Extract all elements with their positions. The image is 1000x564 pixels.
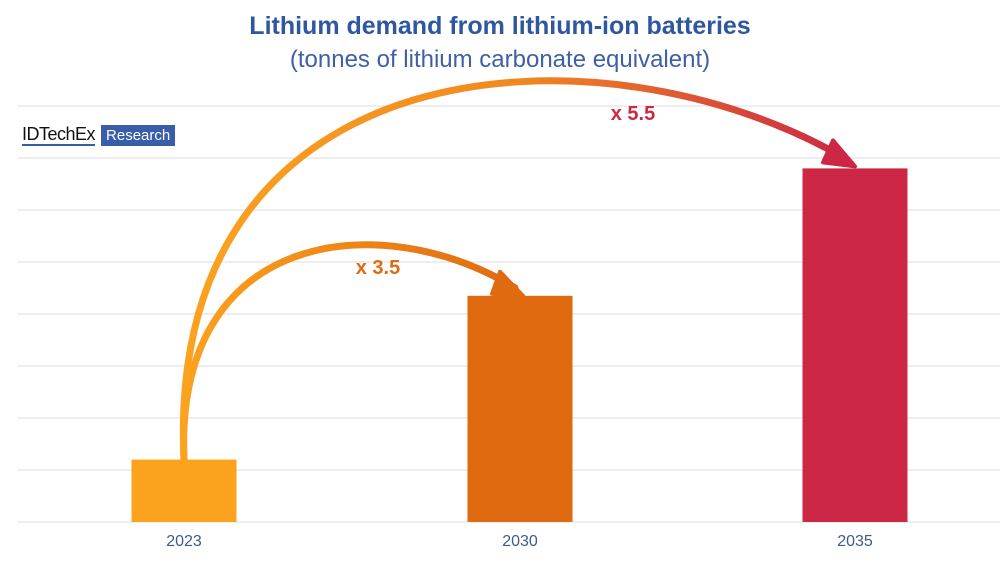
logo-badge: Research bbox=[101, 124, 176, 146]
chart-subtitle: (tonnes of lithium carbonate equivalent) bbox=[289, 46, 711, 73]
arrow-2023-to-2035 bbox=[179, 77, 849, 464]
bar-2023 bbox=[131, 459, 237, 522]
arrowhead-icon bbox=[821, 138, 857, 169]
logo-brand: IDTechEx bbox=[22, 124, 96, 146]
arrow-2023-to-2030 bbox=[180, 241, 519, 464]
x-tick-label: 2030 bbox=[502, 533, 538, 550]
bar-2035 bbox=[802, 168, 908, 522]
arrowhead-icon bbox=[490, 269, 525, 298]
growth-annotation: x 5.5 bbox=[611, 103, 655, 125]
chart-title: Lithium demand from lithium-ion batterie… bbox=[249, 12, 751, 40]
growth-annotation: x 3.5 bbox=[356, 257, 400, 279]
idtechex-logo: IDTechEx Research bbox=[22, 124, 176, 146]
x-tick-label: 2023 bbox=[166, 533, 202, 550]
bar-2030 bbox=[467, 295, 573, 522]
x-tick-label: 2035 bbox=[837, 533, 873, 550]
